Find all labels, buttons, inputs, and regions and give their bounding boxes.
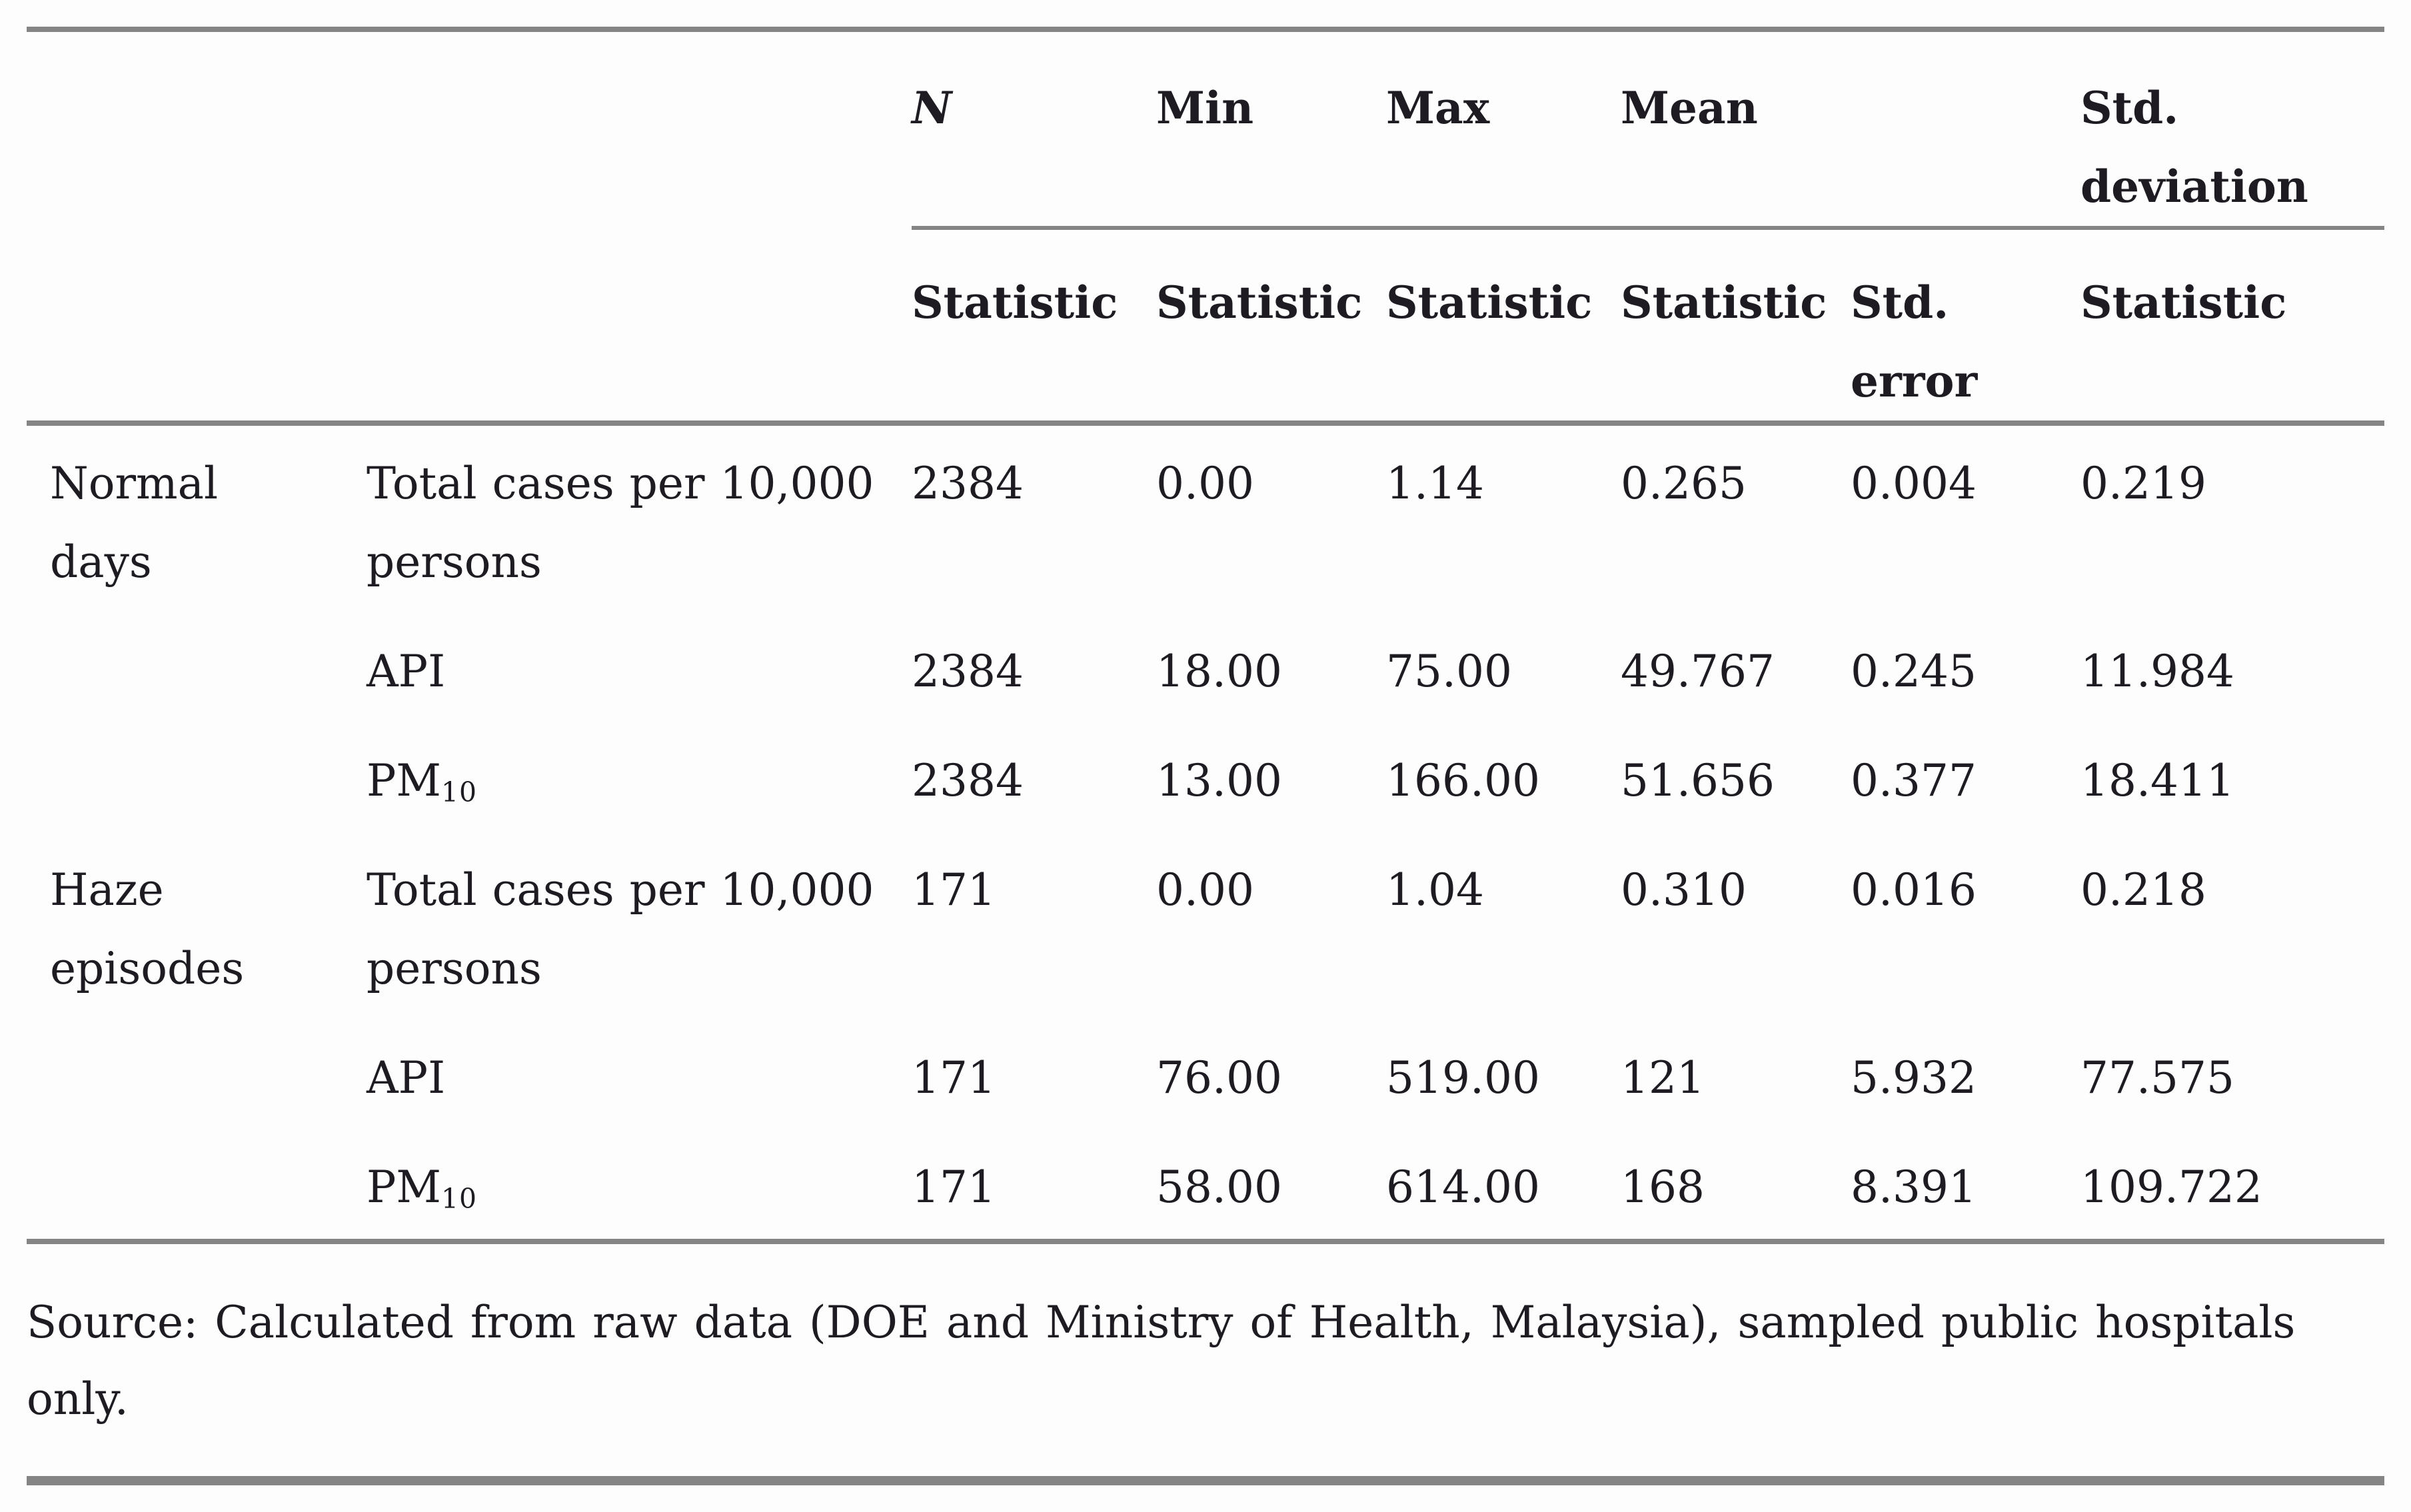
header-mean: Mean <box>1621 32 1851 230</box>
group-label: Normal days <box>50 458 219 588</box>
cell-n: 171 <box>912 1052 996 1104</box>
cell-min: 58.00 <box>1156 1130 1386 1244</box>
subheader-empty-variable <box>367 228 912 426</box>
cell-mean: 0.265 <box>1621 458 1747 509</box>
subheader-empty-group <box>27 228 367 426</box>
cell-std-error: 0.004 <box>1851 458 1977 509</box>
subheader-statistic-mean: Statistic <box>1621 228 1851 426</box>
cell-std-deviation: 109.722 <box>2080 1130 2384 1244</box>
header-empty-std-error <box>1851 32 2080 230</box>
pm-label: PM <box>367 755 441 806</box>
table-row-normal-api: API 2384 18.00 75.00 49.767 0.245 11.984 <box>27 614 2384 723</box>
variable-label: API <box>367 646 446 697</box>
variable-label: API <box>367 1052 446 1104</box>
subheader-statistic-n: Statistic <box>912 228 1156 426</box>
cell-std-deviation: 11.984 <box>2080 646 2234 697</box>
variable-label: Total cases per 10,000 persons <box>367 458 874 588</box>
variable-label: PM10 <box>367 1130 912 1244</box>
cell-std-error: 0.377 <box>1851 755 1977 806</box>
variable-label: PM10 <box>367 723 912 832</box>
cell-min: 0.00 <box>1156 864 1254 916</box>
cell-n: 2384 <box>912 755 1024 806</box>
cell-max: 519.00 <box>1386 1052 1540 1104</box>
group-label <box>27 723 367 832</box>
table-row-haze-pm10: PM10 171 58.00 614.00 168 8.391 109.722 <box>27 1130 2384 1244</box>
table-row-normal-pm10: PM10 2384 13.00 166.00 51.656 0.377 18.4… <box>27 723 2384 832</box>
cell-std-error: 0.016 <box>1851 864 1977 916</box>
pm-label: PM <box>367 1161 441 1213</box>
header-n: N <box>912 32 1156 230</box>
subheader-statistic-min: Statistic <box>1156 228 1386 426</box>
table-row-haze-api: API 171 76.00 519.00 121 5.932 77.575 <box>27 1020 2384 1130</box>
pm-subscript: 10 <box>441 776 478 808</box>
cell-n: 171 <box>912 864 996 916</box>
cell-mean: 51.656 <box>1621 755 1775 806</box>
cell-mean: 168 <box>1621 1130 1851 1244</box>
cell-min: 76.00 <box>1156 1052 1282 1104</box>
header-min: Min <box>1156 32 1386 230</box>
source-note-line2: only. <box>27 1373 129 1425</box>
cell-std-error: 8.391 <box>1851 1130 2080 1244</box>
cell-std-deviation: 18.411 <box>2080 755 2234 806</box>
cell-max: 1.14 <box>1386 458 1484 509</box>
cell-n: 171 <box>912 1130 1156 1244</box>
cell-min: 13.00 <box>1156 755 1282 806</box>
variable-label: Total cases per 10,000 persons <box>367 864 874 994</box>
table-row-haze-total-cases: Haze episodes Total cases per 10,000 per… <box>27 832 2384 1020</box>
table-top-rule <box>27 27 2384 32</box>
cell-min: 18.00 <box>1156 646 1282 697</box>
group-label <box>27 614 367 723</box>
cell-n: 2384 <box>912 458 1024 509</box>
cell-mean: 121 <box>1621 1052 1705 1104</box>
header-empty-variable <box>367 32 912 228</box>
header-row-statistics: N Min Max Mean Std. deviation <box>27 32 2384 230</box>
cell-mean: 49.767 <box>1621 646 1775 697</box>
group-label <box>27 1020 367 1130</box>
descriptive-statistics-table: N Min Max Mean Std. deviation Statistic … <box>27 32 2384 1244</box>
table-bottom-rule <box>27 1476 2384 1485</box>
cell-min: 0.00 <box>1156 458 1254 509</box>
cell-std-error: 0.245 <box>1851 646 1977 697</box>
group-label: Haze episodes <box>50 864 245 994</box>
pm-subscript: 10 <box>441 1183 478 1215</box>
subheader-std-error: Std. error <box>1851 228 2080 426</box>
cell-max: 166.00 <box>1386 755 1540 806</box>
header-empty-group <box>27 32 367 228</box>
subheader-statistic-sd: Statistic <box>2080 228 2384 426</box>
cell-n: 2384 <box>912 646 1024 697</box>
cell-std-deviation: 0.218 <box>2080 864 2206 916</box>
source-note-line1: Source: Calculated from raw data (DOE an… <box>27 1297 2296 1348</box>
cell-mean: 0.310 <box>1621 864 1747 916</box>
cell-max: 75.00 <box>1386 646 1512 697</box>
cell-std-deviation: 0.219 <box>2080 458 2206 509</box>
header-std-deviation: Std. deviation <box>2080 32 2384 230</box>
subheader-statistic-max: Statistic <box>1386 228 1621 426</box>
table-row-normal-total-cases: Normal days Total cases per 10,000 perso… <box>27 423 2384 614</box>
cell-std-deviation: 77.575 <box>2080 1052 2234 1104</box>
header-max: Max <box>1386 32 1621 230</box>
group-label <box>27 1130 367 1244</box>
source-note: Source: Calculated from raw data (DOE an… <box>27 1284 2384 1437</box>
cell-max: 1.04 <box>1386 864 1484 916</box>
subheader-row-statistic: Statistic Statistic Statistic Statistic … <box>27 228 2384 426</box>
cell-max: 614.00 <box>1386 1130 1621 1244</box>
cell-std-error: 5.932 <box>1851 1052 1977 1104</box>
